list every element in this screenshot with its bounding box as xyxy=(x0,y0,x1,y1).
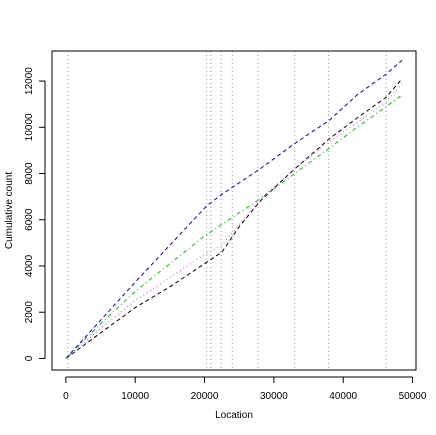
y-tick-label: 10000 xyxy=(24,113,35,141)
y-axis-label: Cumulative count xyxy=(4,172,15,249)
x-tick-label: 30000 xyxy=(260,391,288,402)
series-lines xyxy=(65,59,403,359)
y-tick-label: 8000 xyxy=(24,162,35,185)
x-tick-label: 0 xyxy=(63,391,69,402)
y-tick-label: 4000 xyxy=(24,254,35,277)
x-tick-label: 40000 xyxy=(329,391,357,402)
y-tick-label: 2000 xyxy=(24,301,35,324)
plot-frame xyxy=(51,50,417,371)
series-line-0 xyxy=(65,78,403,359)
y-tick-label: 0 xyxy=(24,355,35,361)
y-axis: 0 2000 4000 6000 8000 10000 12000 xyxy=(24,67,46,361)
y-tick-label: 12000 xyxy=(24,67,35,95)
series-line-1 xyxy=(65,83,403,359)
x-axis-label: Location xyxy=(215,410,253,421)
x-tick-label: 20000 xyxy=(191,391,219,402)
vertical-reference-lines xyxy=(67,51,387,370)
series-line-2 xyxy=(65,59,403,359)
y-tick-label: 6000 xyxy=(24,208,35,231)
x-axis: 0 10000 20000 30000 40000 50000 xyxy=(63,376,427,402)
x-tick-label: 10000 xyxy=(121,391,149,402)
series-line-3 xyxy=(65,94,403,359)
x-tick-label: 50000 xyxy=(399,391,427,402)
